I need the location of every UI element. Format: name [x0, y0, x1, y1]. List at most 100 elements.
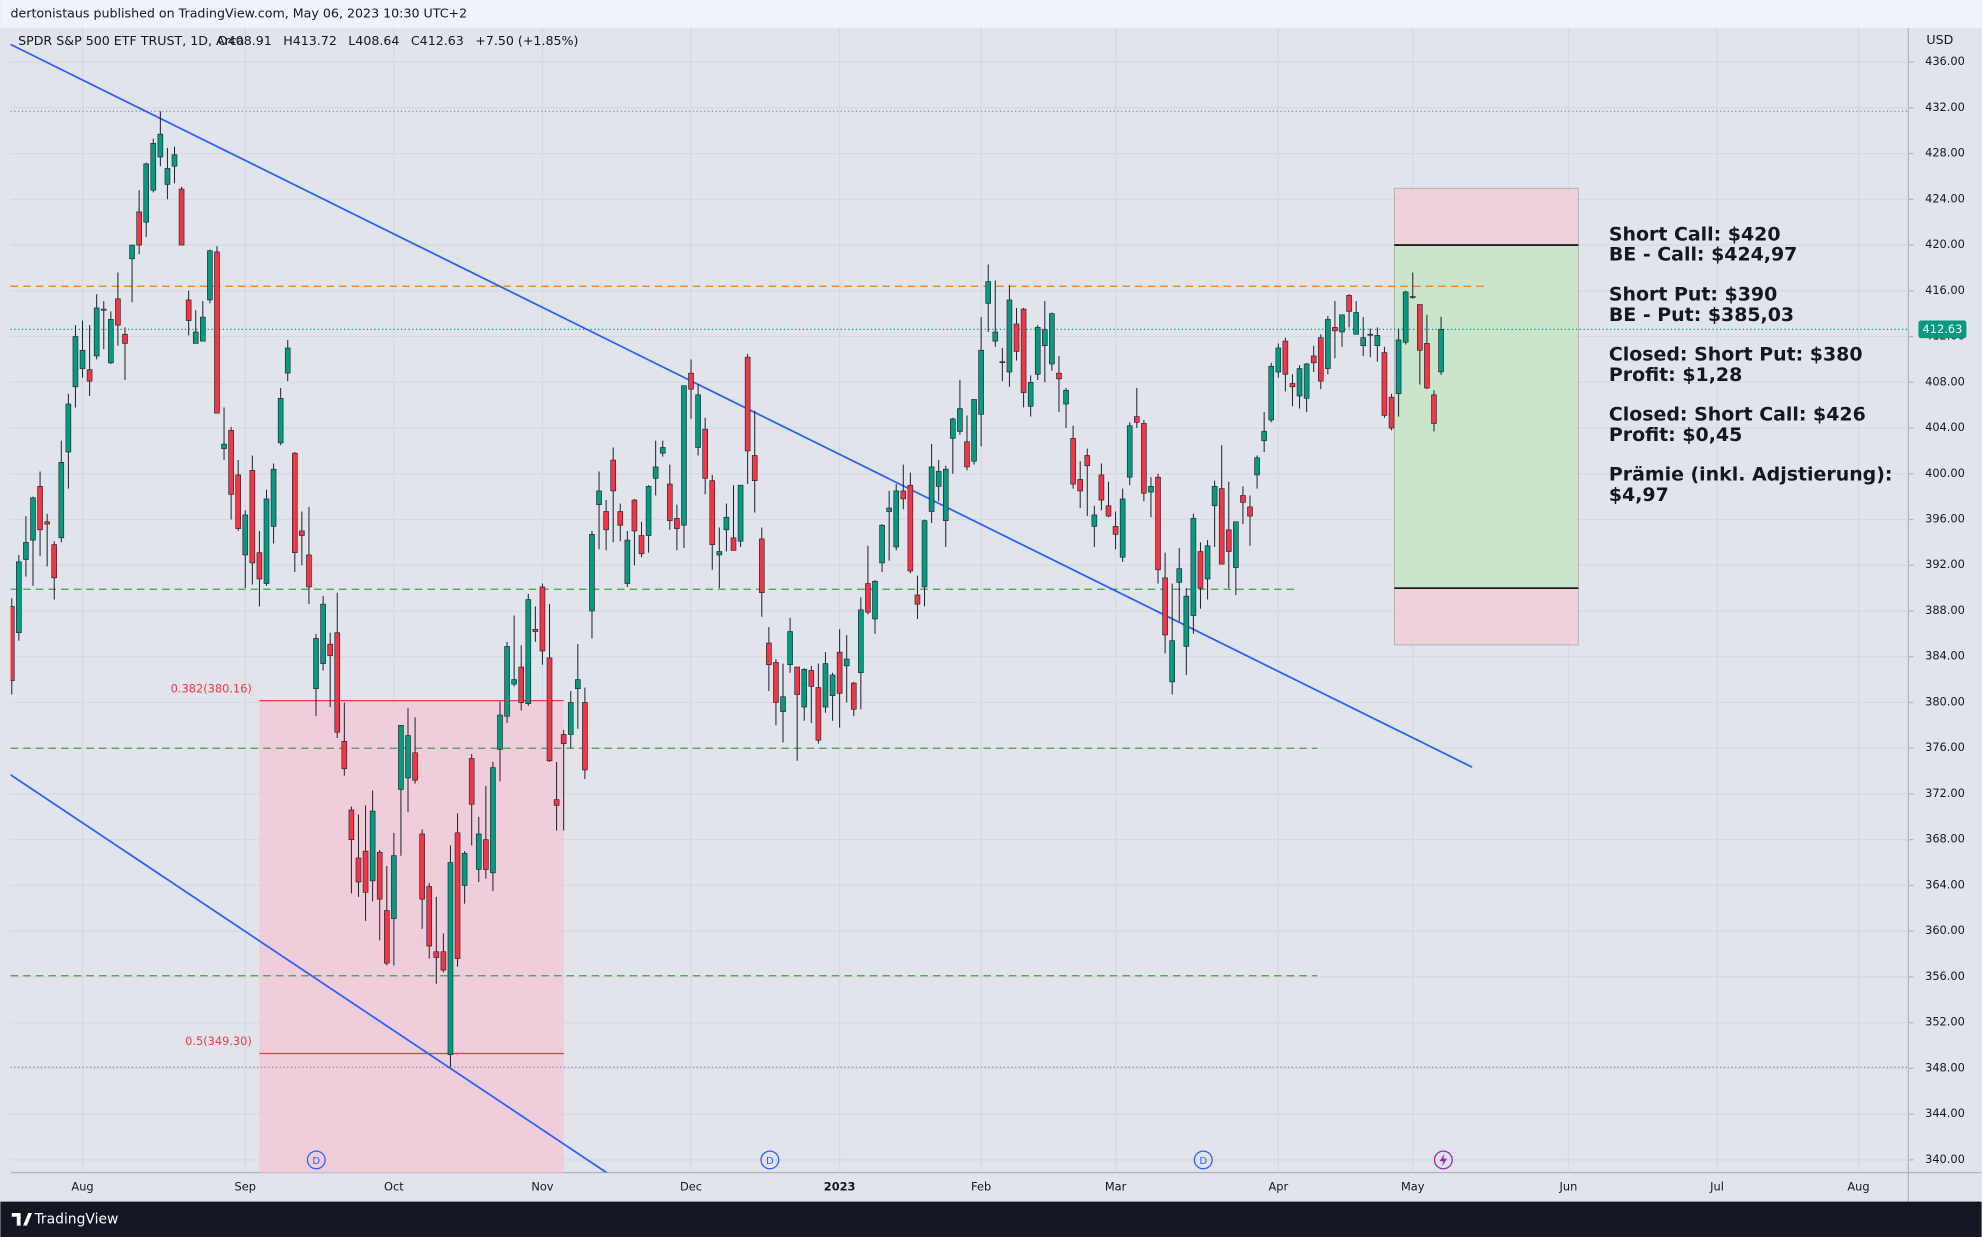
candle-body — [1339, 314, 1345, 333]
candle-body — [440, 951, 447, 971]
x-tick-label: Jun — [1559, 1180, 1578, 1194]
quote-value: L408.64 — [348, 33, 399, 48]
candle-body — [1105, 505, 1112, 517]
candle-body — [1353, 312, 1359, 335]
x-tick-label: Aug — [71, 1180, 93, 1194]
candle-body — [539, 586, 546, 652]
candle-body — [1254, 457, 1260, 476]
candle-body — [355, 857, 362, 883]
candle-body — [86, 369, 93, 382]
y-tick-label: 344.00 — [1925, 1106, 1965, 1120]
candle-body — [1268, 365, 1275, 421]
annotation-text: Profit: $1,28 — [1609, 364, 1742, 386]
candle-body — [1197, 551, 1204, 589]
candle-body — [327, 643, 333, 656]
y-tick-label: 408.00 — [1925, 374, 1965, 388]
candle-body — [921, 520, 928, 588]
candle-body — [645, 486, 652, 536]
y-tick-label: 368.00 — [1925, 832, 1965, 846]
candle-body — [143, 163, 150, 223]
candle-body — [652, 466, 659, 479]
candle-body — [1006, 299, 1013, 373]
x-tick-label: Sep — [235, 1180, 256, 1194]
quote-value: +7.50 (+1.85%) — [475, 33, 578, 48]
candle-body — [1091, 514, 1098, 527]
candle-body — [1402, 291, 1409, 343]
candle-body — [468, 758, 475, 805]
candle-body — [794, 666, 800, 695]
candle-body — [836, 651, 843, 694]
candle-body — [1346, 295, 1352, 312]
candle-body — [157, 133, 164, 158]
candle-body — [688, 372, 694, 390]
candle-body — [886, 507, 892, 512]
candle-body — [1310, 355, 1317, 364]
candle-body — [1247, 506, 1253, 517]
candle-body — [744, 356, 751, 452]
candle-body — [1204, 545, 1211, 580]
candle-body — [850, 682, 857, 710]
candle-body — [108, 319, 114, 364]
annotation-text: Closed: Short Call: $426 — [1609, 404, 1866, 426]
y-tick-label: 376.00 — [1925, 740, 1965, 754]
x-tick-label: Feb — [971, 1180, 991, 1194]
y-tick-label: 380.00 — [1925, 694, 1965, 708]
trend-line — [10, 773, 608, 1173]
candle-body — [624, 539, 631, 584]
annotation-text: BE - Call: $424,97 — [1609, 244, 1797, 266]
candle-body — [893, 490, 900, 548]
annotation-text: BE - Put: $385,03 — [1609, 304, 1794, 326]
candle-body — [249, 470, 256, 564]
candle-body — [1282, 340, 1289, 375]
candle-body — [1013, 323, 1020, 352]
candle-body — [560, 734, 567, 744]
annotation-text: Short Call: $420 — [1609, 224, 1781, 246]
bottom-bar — [0, 1201, 1982, 1237]
candle-body — [659, 447, 666, 454]
x-tick-label: Jul — [1709, 1180, 1724, 1194]
dividend-icon — [1193, 1150, 1213, 1170]
candle-body — [1190, 518, 1197, 616]
candle-body — [58, 462, 65, 539]
candle-body — [122, 333, 128, 344]
candle-body — [100, 308, 107, 311]
x-tick-label: 2023 — [824, 1180, 856, 1194]
candle-body — [65, 403, 72, 453]
candle-body — [872, 580, 878, 620]
candle-body — [1049, 313, 1055, 365]
candle-body — [136, 211, 142, 246]
candle-body — [306, 554, 312, 588]
candle-body — [1296, 368, 1303, 397]
candle-body — [1056, 372, 1062, 380]
candle-body — [1360, 337, 1367, 347]
candle-body — [185, 299, 192, 321]
candle-body — [270, 468, 277, 527]
candle-body — [129, 244, 135, 260]
candle-body — [843, 658, 850, 667]
candle-body — [773, 662, 779, 703]
fib-label: 0.382(380.16) — [171, 681, 252, 695]
candle-body — [504, 646, 510, 717]
dividend-label: D — [1199, 1156, 1207, 1167]
candle-body — [638, 535, 645, 555]
candle-body — [369, 810, 376, 882]
candle-body — [1325, 319, 1331, 369]
candle-body — [1367, 333, 1374, 336]
candle-body — [674, 518, 680, 529]
candle-body — [334, 632, 341, 733]
candle-body — [518, 666, 525, 703]
candle-body — [221, 443, 227, 449]
candle-body — [178, 188, 185, 246]
position-zone — [1393, 187, 1579, 246]
candle-body — [1409, 296, 1416, 298]
candle-body — [695, 394, 701, 448]
candle-body — [815, 687, 822, 741]
y-tick-label: 392.00 — [1925, 557, 1965, 571]
y-tick-label: 404.00 — [1925, 420, 1965, 434]
candle-body — [51, 544, 58, 579]
x-tick-label: Mar — [1105, 1180, 1127, 1194]
candle-body — [610, 459, 616, 492]
candle-body — [829, 674, 836, 696]
candle-body — [1424, 343, 1430, 389]
annotation-text: $4,97 — [1609, 484, 1669, 506]
